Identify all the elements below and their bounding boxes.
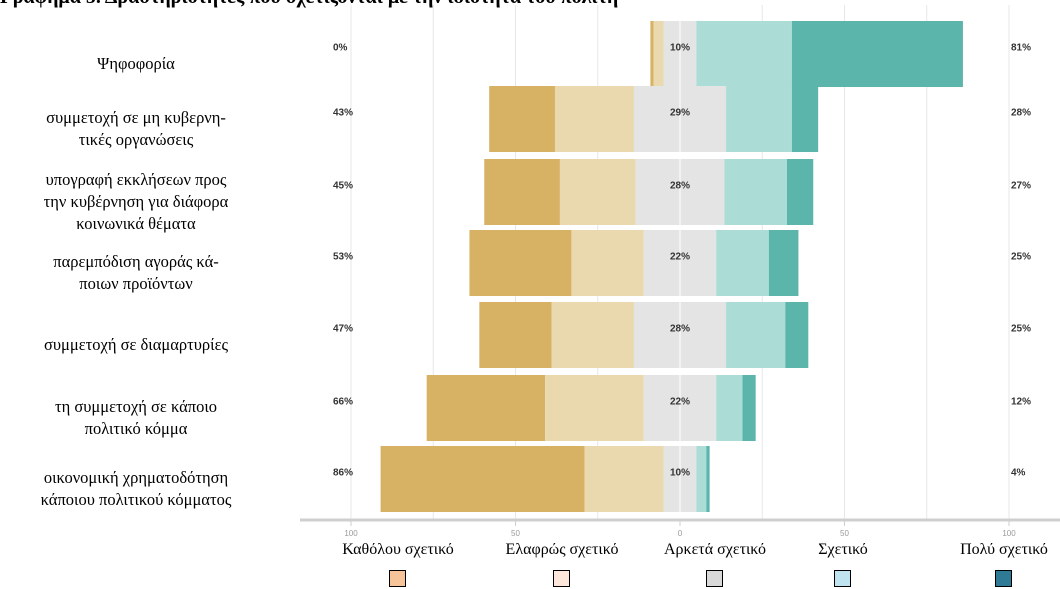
legend-swatch: [834, 570, 851, 587]
bar-segment: [554, 86, 634, 152]
category-label-line: πολιτικό κόμμα: [84, 419, 188, 438]
legend-swatch: [995, 570, 1012, 587]
legend-swatch: [706, 570, 723, 587]
center-percent-label: 10%: [670, 43, 690, 54]
category-label-line: παρεμπόδιση αγοράς κά-: [53, 252, 219, 271]
center-percent-label: 29%: [670, 108, 690, 119]
bar-segment: [545, 375, 644, 441]
legend-swatch: [389, 570, 406, 587]
bar-segment: [768, 230, 799, 296]
bar-segment: [742, 375, 756, 441]
right-percent-label: 28%: [1011, 108, 1031, 119]
left-percent-label: 47%: [333, 324, 353, 335]
left-percent-label: 53%: [333, 252, 353, 263]
x-tick-label: 50: [511, 529, 520, 538]
center-percent-label: 28%: [670, 324, 690, 335]
chart-title: Γράφημα 5. Δραστηριότητες που σχετίζοντα…: [0, 0, 1060, 9]
legend-label: Πολύ σχετικό: [960, 541, 1048, 558]
bar-segment: [559, 159, 636, 225]
bar-segment: [426, 375, 546, 441]
category-label: οικονομική χρηματοδότηση κάποιου πολιτικο…: [0, 467, 272, 511]
bar-segment: [489, 86, 555, 152]
category-label-line: ποιων προϊόντων: [79, 274, 193, 293]
legend-label: Καθόλου σχετικό: [342, 541, 454, 558]
left-percent-label: 86%: [333, 468, 353, 479]
bar-segment: [650, 21, 654, 87]
category-label: υπογραφή εκκλήσεων προς την κυβέρνηση για…: [0, 169, 272, 235]
bar-segment: [706, 446, 710, 512]
x-tick-label: 50: [840, 529, 849, 538]
bar-segment: [724, 159, 787, 225]
left-percent-label: 0%: [333, 43, 348, 54]
bar-segment: [716, 375, 743, 441]
legend-label: Σχετικό: [818, 541, 868, 558]
category-label: Ψηφοφορία: [0, 53, 272, 75]
category-label: παρεμπόδιση αγοράς κά-ποιων προϊόντων: [0, 251, 272, 295]
bar-segment: [653, 21, 664, 87]
center-percent-label: 22%: [670, 252, 690, 263]
bar-segment: [571, 230, 644, 296]
x-tick-label: 100: [344, 529, 358, 538]
x-tick-label: 0: [678, 529, 683, 538]
category-label-line: συμμετοχή σε διαμαρτυρίες: [43, 335, 229, 354]
category-label-line: την κυβέρνηση για διάφορα: [43, 192, 229, 211]
left-percent-label: 43%: [333, 108, 353, 119]
right-percent-label: 25%: [1011, 324, 1031, 335]
bar-segment: [380, 446, 585, 512]
bar-segment: [696, 446, 707, 512]
bar-segment: [551, 302, 634, 368]
category-label: συμμετοχή σε μη κυβερνη-τικές οργανώσεις: [0, 107, 272, 151]
x-tick-label: 100: [1002, 529, 1016, 538]
left-percent-label: 45%: [333, 181, 353, 192]
right-percent-label: 27%: [1011, 181, 1031, 192]
center-percent-label: 28%: [670, 181, 690, 192]
category-label-line: κάποιου πολιτικού κόμματος: [40, 490, 232, 509]
bar-segment: [726, 302, 786, 368]
bar-segment: [484, 159, 560, 225]
bar-segment: [726, 86, 792, 152]
bar-segment: [791, 86, 819, 152]
bar-segment: [785, 302, 809, 368]
category-label: συμμετοχή σε διαμαρτυρίες: [0, 334, 272, 356]
bar-segment: [479, 302, 552, 368]
center-percent-label: 10%: [670, 468, 690, 479]
legend-label: Ελαφρώς σχετικό: [505, 541, 619, 558]
category-label: τη συμμετοχή σε κάποιο πολιτικό κόμμα: [0, 396, 272, 440]
legend-swatch: [553, 570, 570, 587]
category-label-line: κοινωνικά θέματα: [76, 214, 196, 233]
bar-segment: [791, 21, 963, 87]
bar-segment: [696, 21, 792, 87]
right-percent-label: 81%: [1011, 43, 1031, 54]
bar-segment: [786, 159, 814, 225]
category-label-line: Ψηφοφορία: [97, 54, 175, 73]
left-percent-label: 66%: [333, 397, 353, 408]
legend-label: Αρκετά σχετικό: [663, 541, 767, 558]
bar-segment: [469, 230, 572, 296]
bar-segment: [584, 446, 664, 512]
category-label-line: τη συμμετοχή σε κάποιο: [54, 397, 218, 416]
category-label-line: οικονομική χρηματοδότηση: [43, 468, 229, 487]
bar-segment: [716, 230, 769, 296]
category-label-line: συμμετοχή σε μη κυβερνη-: [46, 108, 226, 127]
category-label-line: υπογραφή εκκλήσεων προς: [45, 170, 227, 189]
right-percent-label: 4%: [1011, 468, 1026, 479]
center-percent-label: 22%: [670, 397, 690, 408]
right-percent-label: 25%: [1011, 252, 1031, 263]
category-label-line: τικές οργανώσεις: [78, 130, 194, 149]
right-percent-label: 12%: [1011, 397, 1031, 408]
